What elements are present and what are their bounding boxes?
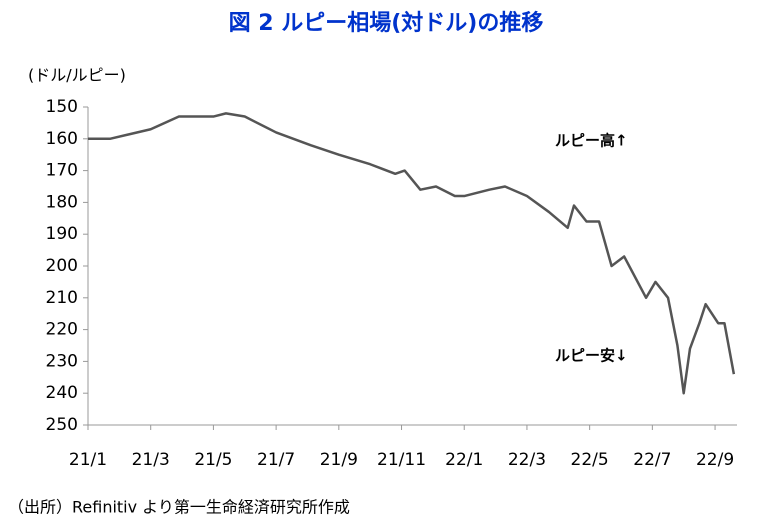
- x-tick-label: 21/7: [257, 450, 295, 470]
- x-tick-label: 21/11: [377, 450, 426, 470]
- y-tick-label: 240: [46, 383, 78, 403]
- annotation: ルピー高↑: [555, 132, 628, 150]
- y-tick-label: 200: [46, 256, 78, 276]
- y-tick-label: 230: [46, 351, 78, 371]
- y-tick-label: 170: [46, 161, 78, 181]
- x-tick-label: 22/9: [696, 450, 734, 470]
- y-tick-label: 150: [46, 97, 78, 117]
- x-tick-label: 21/1: [69, 450, 107, 470]
- data-line: [88, 112, 736, 395]
- y-tick-label: 180: [46, 192, 78, 212]
- annotation: ルピー安↓: [555, 347, 628, 365]
- y-tick-label: 160: [46, 129, 78, 149]
- x-tick-label: 22/1: [445, 450, 483, 470]
- x-tick-label: 22/5: [571, 450, 609, 470]
- y-tick-label: 190: [46, 224, 78, 244]
- y-tick-label: 250: [46, 415, 78, 435]
- y-tick-label: 220: [46, 320, 78, 340]
- source-note: （出所）Refinitiv より第一生命経済研究所作成: [8, 498, 350, 517]
- y-tick-label: 210: [46, 288, 78, 308]
- x-tick-label: 22/3: [508, 450, 546, 470]
- x-tick-label: 22/7: [633, 450, 671, 470]
- x-tick-label: 21/9: [320, 450, 358, 470]
- y-axis-label: (ドル/ルピー): [28, 66, 126, 85]
- x-tick-label: 21/3: [132, 450, 170, 470]
- chart-title: 図 2 ルピー相場(対ドル)の推移: [229, 10, 544, 36]
- x-tick-label: 21/5: [194, 450, 232, 470]
